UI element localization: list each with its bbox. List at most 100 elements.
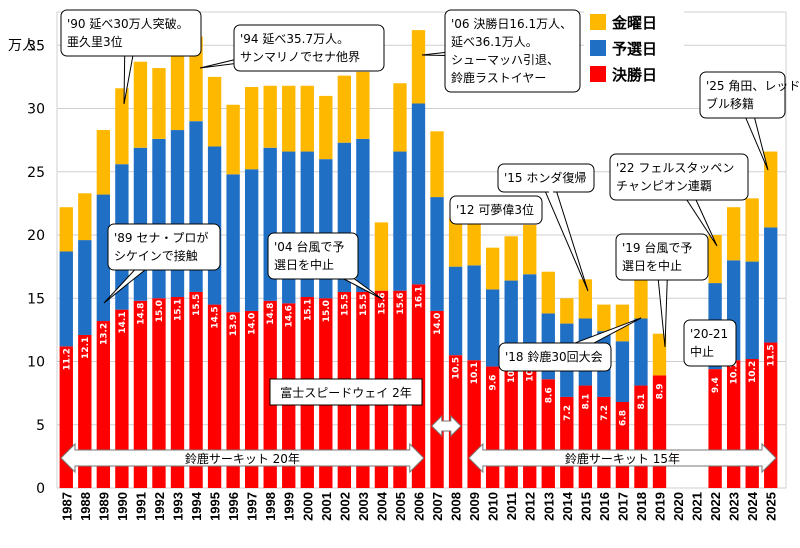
legend-label: 予選日 [612,40,657,58]
callout-text: 亜久里3位 [67,34,123,49]
x-tick-label: 2007 [430,492,445,521]
bar-segment [96,321,111,488]
y-tick-label: 20 [27,228,45,244]
bar-value-label: 11.2 [62,348,72,370]
bar-value-label: 10.5 [452,357,462,379]
bar-value-label: 15.1 [174,299,184,321]
callout: '18 鈴鹿30回大会 [498,317,642,372]
y-tick-label: 30 [27,102,45,118]
x-tick-label: 2001 [319,492,334,521]
bar-value-label: 14.6 [285,305,295,327]
bar-value-label: 10.1 [470,362,480,384]
range-label: 鈴鹿サーキット 20年 [185,451,300,466]
callout-text: 延べ36.1万人。 [451,35,538,49]
bar-segment [652,333,667,376]
x-tick-label: 1996 [226,492,241,521]
callout: '12 可夢偉3位 [449,195,543,225]
bar-segment [115,88,129,165]
bar-segment [467,265,481,361]
bar-segment [485,247,500,290]
x-tick-label: 1994 [189,491,204,521]
bar-segment [411,30,426,104]
x-tick-label: 2011 [504,492,519,520]
bar-segment [152,298,166,488]
x-tick-label: 2000 [300,492,315,521]
bar-segment [115,309,129,488]
x-tick-label: 1991 [133,492,148,521]
bar-segment [708,235,722,284]
bar-segment [504,280,518,359]
bar-segment [745,198,759,262]
x-tick-label: 2012 [523,492,538,521]
bar-value-label: 15.0 [155,300,165,322]
bar-segment [541,271,555,314]
x-tick-label: 1995 [208,492,223,521]
bar-segment [448,218,463,267]
range-arrow-shape [60,442,425,474]
callout-pointer-mask [541,176,555,201]
bar-segment [485,289,500,367]
callout-pointer-mask [126,32,136,48]
bar-value-label: 15.6 [396,292,406,314]
callout-text: '12 可夢偉3位 [456,202,534,217]
bar-value-label: 8.1 [637,394,647,410]
bar-segment [430,131,444,198]
callout-pointer-mask [287,43,310,53]
y-unit-label: 万人 [8,38,36,54]
bar-segment [133,300,148,488]
bar-segment [78,193,92,241]
bar-segment [634,318,648,386]
callout: '15 ホンダ復帰 [497,163,595,292]
bar-segment [504,236,518,281]
x-tick-label: 2005 [393,492,408,521]
y-tick-label: 35 [27,38,45,54]
bar-segment [170,130,185,298]
range-label: 鈴鹿サーキット 15年 [565,451,680,466]
bar-value-label: 9.6 [489,375,499,391]
bar-segment [282,151,296,304]
x-tick-label: 2024 [745,491,760,521]
legend-swatch [590,14,606,30]
bar-segment [96,194,111,322]
callout: '06 決勝日16.1万人、延べ36.1万人。シューマッハ引退、鈴鹿ラストイヤー [421,9,581,93]
bar-segment [189,36,203,122]
callout-text: '18 鈴鹿30回大会 [505,349,603,364]
bar-value-label: 12.1 [81,337,91,359]
callout-pointer-mask [494,205,503,215]
x-tick-label: 2025 [764,492,779,521]
callout-text: '06 決勝日16.1万人、 [451,16,572,31]
bar-segment [356,138,370,292]
bar-segment [448,266,463,356]
x-tick-label: 1993 [171,492,186,521]
bar-segment [78,240,92,335]
bar-value-label: 10.1 [730,362,740,384]
x-tick-label: 2010 [486,492,501,521]
bar-segment [411,103,426,285]
callout-pointer-mask [552,349,573,362]
range-arrow: 鈴鹿サーキット 15年 [468,442,777,474]
callout-text: '15 ホンダ復帰 [504,170,586,185]
callout-box [683,319,737,367]
callout-text: 鈴鹿ラストイヤー [451,70,546,85]
bar-value-label: 14.8 [266,303,276,325]
bar-segment [319,95,333,160]
callout: '20-21 中止 [683,319,737,367]
bar-value-label: 11.5 [767,344,777,366]
bar-segment [615,304,630,342]
x-tick-label: 2021 [690,492,705,521]
x-tick-label: 2017 [615,492,630,521]
bar-segment [244,169,259,311]
callout-text: '89 セナ・プロが [114,230,208,245]
bar-segment [263,85,277,148]
legend-label: 金曜日 [611,14,657,32]
bar-segment [393,151,407,291]
callout-text: サンマリノでセナ他界 [240,50,360,64]
callout: '94 延べ35.7万人。サンマリノでセナ他界 [199,24,385,72]
range-arrow-shape [468,442,777,474]
x-tick-label: 2016 [597,492,612,521]
bar-segment [244,310,259,488]
